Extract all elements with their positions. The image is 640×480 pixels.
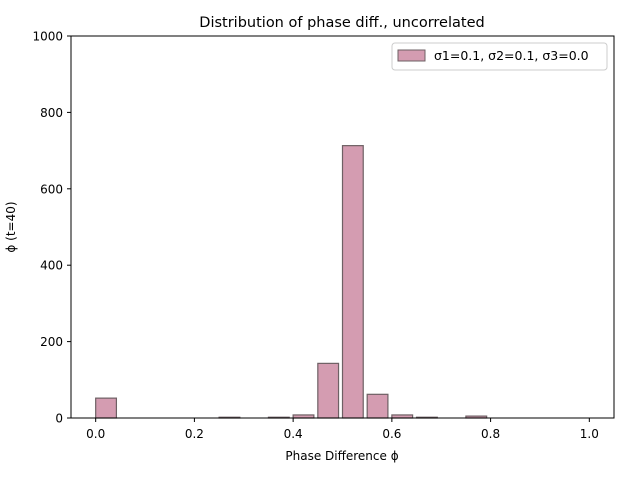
bars-layer [95, 145, 488, 419]
y-axis-label: ϕ (t=40) [4, 201, 18, 252]
axes-layer: 0.0 0.2 0.4 0.6 0.8 1.0 0 200 400 600 800 1000 [32, 30, 615, 441]
y-tick-label: 200 [40, 335, 63, 349]
x-tick-label: 1.0 [580, 427, 599, 441]
bar-0-11 [366, 393, 389, 419]
x-tick-label: 0.2 [185, 427, 204, 441]
legend: σ1=0.1, σ2=0.1, σ3=0.0 [391, 42, 608, 71]
bar-0-9 [317, 362, 340, 419]
chart-title: Distribution of phase diff., uncorrelate… [199, 15, 484, 31]
plot-frame [70, 35, 615, 419]
y-tick-label: 800 [40, 106, 63, 120]
y-tick-label: 1000 [32, 30, 63, 44]
y-tick-label: 0 [55, 412, 63, 426]
x-tick-label: 0.8 [481, 427, 500, 441]
legend-label: σ1=0.1, σ2=0.1, σ3=0.0 [434, 48, 589, 63]
legend-swatch [397, 49, 426, 62]
x-tick-label: 0.4 [284, 427, 303, 441]
x-axis-label: Phase Difference ϕ [285, 449, 398, 463]
y-tick-label: 600 [40, 182, 63, 196]
x-tick-label: 0.6 [382, 427, 401, 441]
x-tick-label: 0.0 [86, 427, 105, 441]
legend-frame [391, 42, 608, 71]
bar-0-0 [95, 397, 118, 419]
bar-0-10 [341, 145, 364, 419]
y-tick-label: 400 [40, 259, 63, 273]
